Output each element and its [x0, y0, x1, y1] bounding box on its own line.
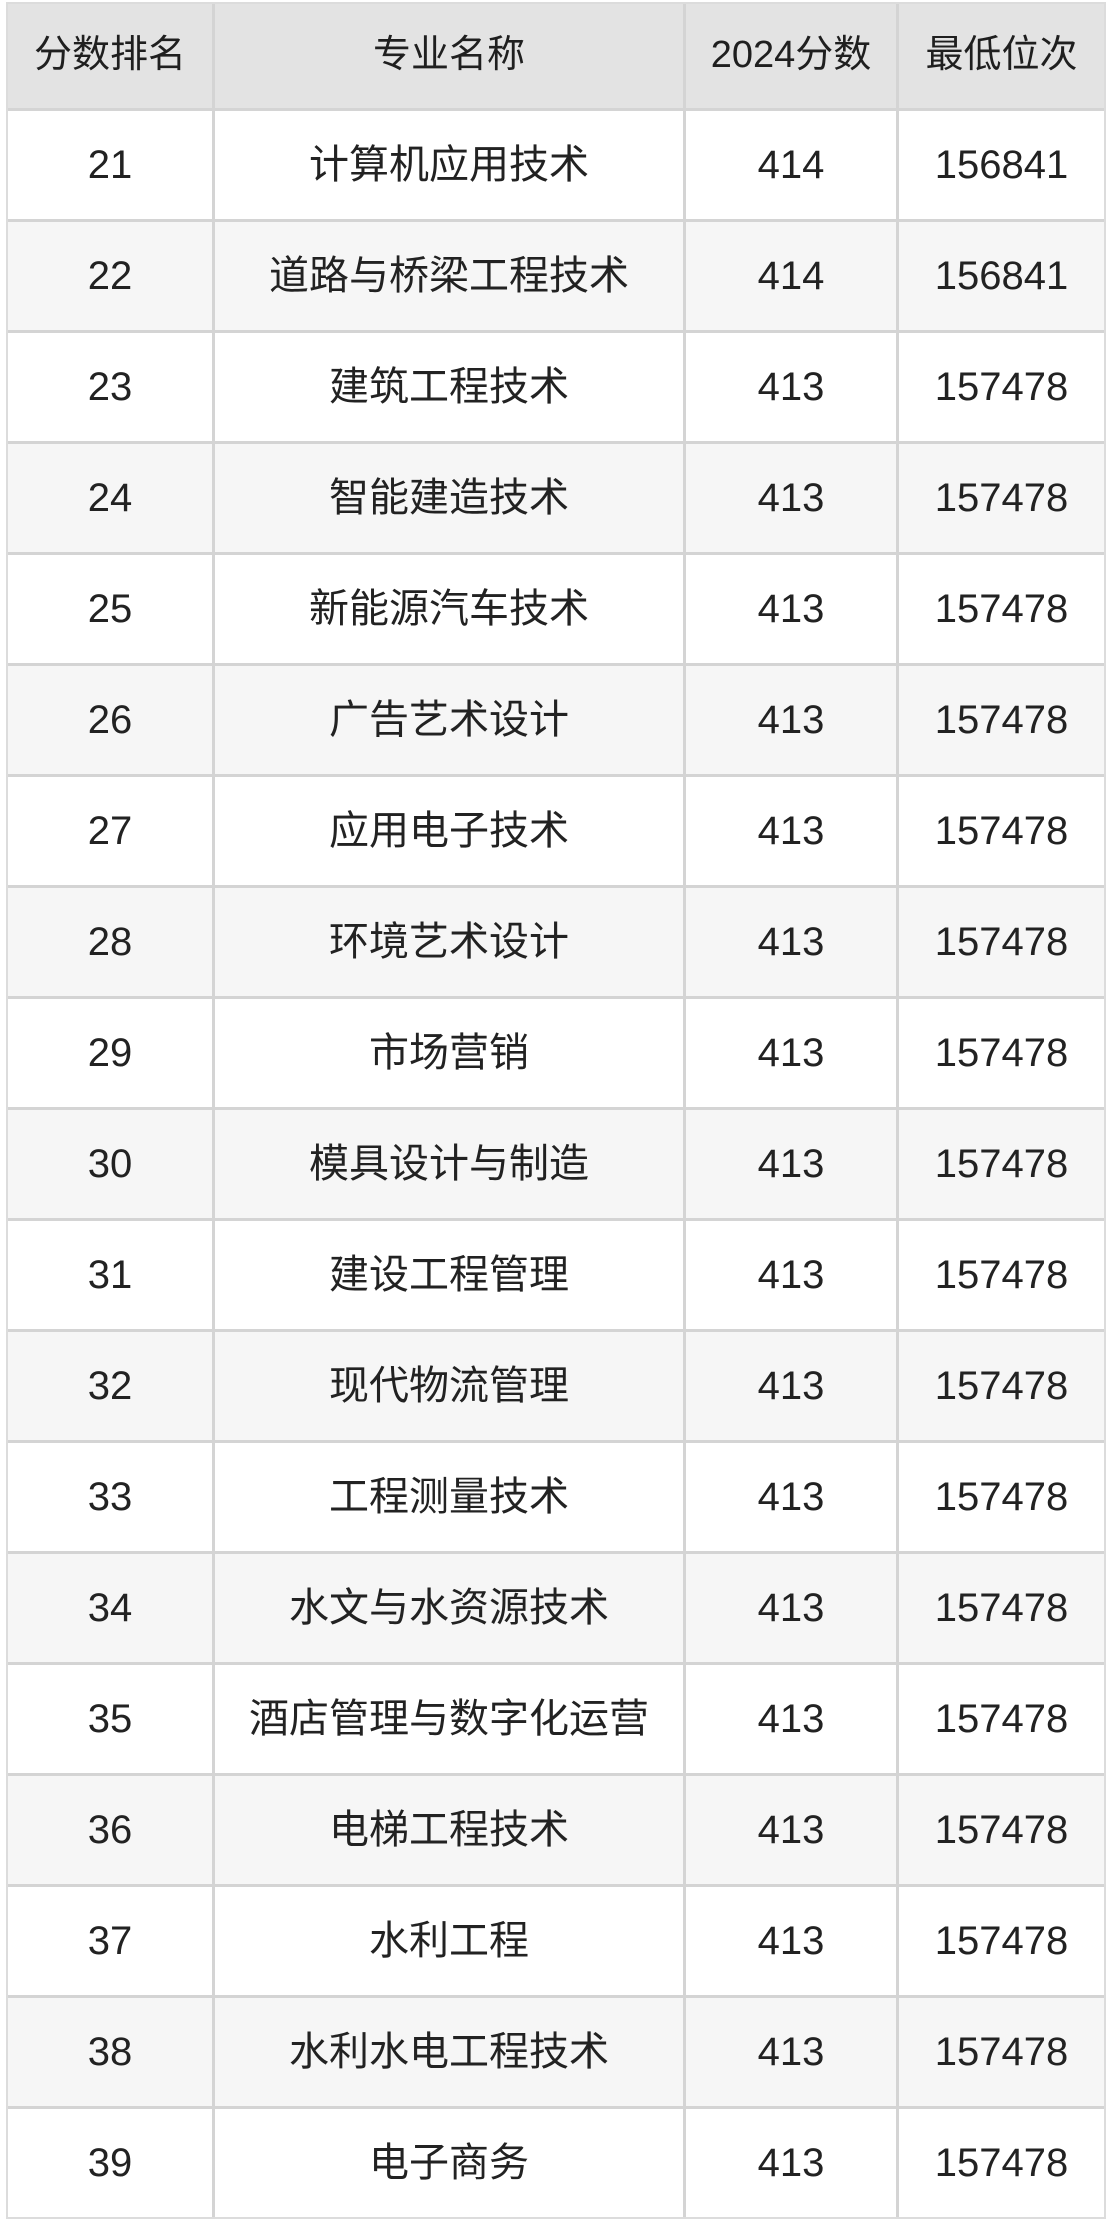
lowest-rank-cell: 157478 — [899, 555, 1104, 663]
major-name-cell: 电子商务 — [215, 2109, 683, 2217]
score-2024-cell: 413 — [686, 333, 896, 441]
major-name-cell: 工程测量技术 — [215, 1443, 683, 1551]
score-rank-cell: 30 — [8, 1110, 212, 1218]
column-header-2024-score: 2024分数 — [686, 4, 896, 108]
major-name-cell: 水文与水资源技术 — [215, 1554, 683, 1662]
admission-scores-table: 分数排名 专业名称 2024分数 最低位次 21 计算机应用技术 414 156841… — [6, 2, 1106, 2219]
lowest-rank-cell: 157478 — [899, 1443, 1104, 1551]
score-rank-cell: 26 — [8, 666, 212, 774]
major-name-cell: 水利水电工程技术 — [215, 1998, 683, 2106]
column-header-major-name: 专业名称 — [215, 4, 683, 108]
lowest-rank-cell: 157478 — [899, 2109, 1104, 2217]
score-2024-cell: 414 — [686, 222, 896, 330]
lowest-rank-cell: 157478 — [899, 666, 1104, 774]
lowest-rank-cell: 157478 — [899, 888, 1104, 996]
score-rank-cell: 27 — [8, 777, 212, 885]
score-rank-cell: 32 — [8, 1332, 212, 1440]
score-2024-cell: 414 — [686, 111, 896, 219]
lowest-rank-cell: 157478 — [899, 444, 1104, 552]
score-2024-cell: 413 — [686, 1665, 896, 1773]
score-rank-cell: 25 — [8, 555, 212, 663]
score-2024-cell: 413 — [686, 1221, 896, 1329]
lowest-rank-cell: 157478 — [899, 777, 1104, 885]
major-name-cell: 新能源汽车技术 — [215, 555, 683, 663]
score-2024-cell: 413 — [686, 444, 896, 552]
score-rank-cell: 21 — [8, 111, 212, 219]
column-header-lowest-rank: 最低位次 — [899, 4, 1104, 108]
score-2024-cell: 413 — [686, 777, 896, 885]
lowest-rank-cell: 157478 — [899, 1887, 1104, 1995]
lowest-rank-cell: 157478 — [899, 1110, 1104, 1218]
major-name-cell: 建设工程管理 — [215, 1221, 683, 1329]
major-name-cell: 电梯工程技术 — [215, 1776, 683, 1884]
score-rank-cell: 29 — [8, 999, 212, 1107]
score-2024-cell: 413 — [686, 1110, 896, 1218]
major-name-cell: 道路与桥梁工程技术 — [215, 222, 683, 330]
major-name-cell: 水利工程 — [215, 1887, 683, 1995]
lowest-rank-cell: 157478 — [899, 1665, 1104, 1773]
major-name-cell: 模具设计与制造 — [215, 1110, 683, 1218]
score-rank-cell: 36 — [8, 1776, 212, 1884]
score-2024-cell: 413 — [686, 1332, 896, 1440]
major-name-cell: 建筑工程技术 — [215, 333, 683, 441]
score-2024-cell: 413 — [686, 1554, 896, 1662]
lowest-rank-cell: 157478 — [899, 1554, 1104, 1662]
major-name-cell: 酒店管理与数字化运营 — [215, 1665, 683, 1773]
score-rank-cell: 23 — [8, 333, 212, 441]
score-2024-cell: 413 — [686, 1776, 896, 1884]
lowest-rank-cell: 157478 — [899, 999, 1104, 1107]
major-name-cell: 应用电子技术 — [215, 777, 683, 885]
lowest-rank-cell: 157478 — [899, 333, 1104, 441]
score-2024-cell: 413 — [686, 2109, 896, 2217]
score-rank-cell: 34 — [8, 1554, 212, 1662]
major-name-cell: 智能建造技术 — [215, 444, 683, 552]
major-name-cell: 环境艺术设计 — [215, 888, 683, 996]
score-2024-cell: 413 — [686, 666, 896, 774]
score-2024-cell: 413 — [686, 888, 896, 996]
score-rank-cell: 35 — [8, 1665, 212, 1773]
lowest-rank-cell: 157478 — [899, 1221, 1104, 1329]
lowest-rank-cell: 157478 — [899, 1998, 1104, 2106]
score-rank-cell: 24 — [8, 444, 212, 552]
score-2024-cell: 413 — [686, 999, 896, 1107]
score-2024-cell: 413 — [686, 1443, 896, 1551]
score-2024-cell: 413 — [686, 1887, 896, 1995]
score-rank-cell: 22 — [8, 222, 212, 330]
score-2024-cell: 413 — [686, 1998, 896, 2106]
lowest-rank-cell: 156841 — [899, 222, 1104, 330]
lowest-rank-cell: 156841 — [899, 111, 1104, 219]
score-2024-cell: 413 — [686, 555, 896, 663]
score-rank-cell: 33 — [8, 1443, 212, 1551]
major-name-cell: 广告艺术设计 — [215, 666, 683, 774]
major-name-cell: 现代物流管理 — [215, 1332, 683, 1440]
lowest-rank-cell: 157478 — [899, 1776, 1104, 1884]
score-rank-cell: 28 — [8, 888, 212, 996]
column-header-score-rank: 分数排名 — [8, 4, 212, 108]
score-rank-cell: 38 — [8, 1998, 212, 2106]
major-name-cell: 市场营销 — [215, 999, 683, 1107]
score-rank-cell: 39 — [8, 2109, 212, 2217]
lowest-rank-cell: 157478 — [899, 1332, 1104, 1440]
score-rank-cell: 37 — [8, 1887, 212, 1995]
major-name-cell: 计算机应用技术 — [215, 111, 683, 219]
score-rank-cell: 31 — [8, 1221, 212, 1329]
